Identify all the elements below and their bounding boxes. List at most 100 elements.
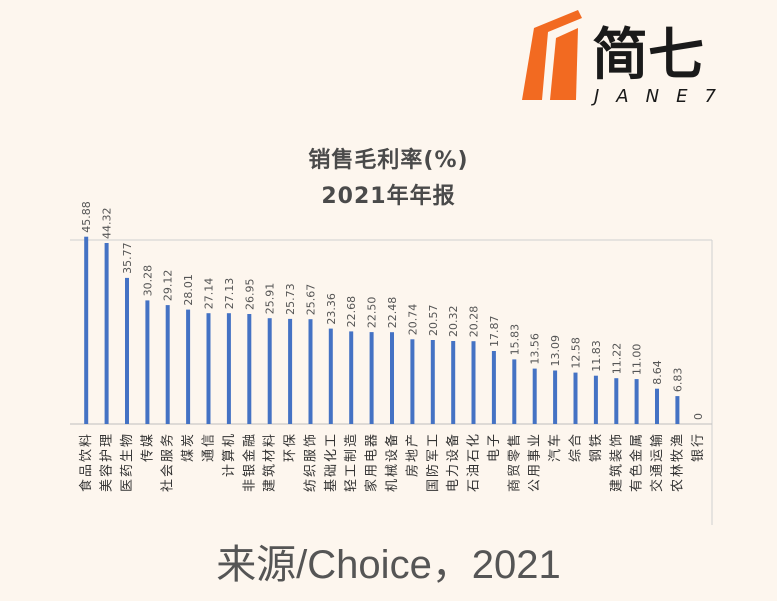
category-label-11: 纺织服饰	[304, 432, 319, 492]
value-label-18: 20.32	[447, 306, 460, 338]
bar-23	[553, 370, 558, 424]
category-label-30: 银行	[691, 432, 706, 462]
value-label-29: 6.83	[671, 368, 684, 393]
bar-18	[451, 341, 456, 424]
category-label-29: 农林牧渔	[670, 432, 685, 492]
value-label-9: 25.91	[264, 283, 277, 315]
category-label-0: 食品饮料	[78, 432, 94, 492]
bar-25	[593, 375, 598, 424]
bar-3	[145, 300, 150, 424]
bar-10	[288, 318, 293, 424]
category-label-7: 计算机	[222, 432, 237, 477]
value-label-6: 27.14	[203, 278, 216, 310]
value-label-7: 27.13	[223, 278, 236, 310]
bar-22	[532, 368, 537, 424]
category-label-1: 美容护理	[99, 432, 115, 492]
category-label-19: 石油石化	[467, 432, 482, 492]
bar-13	[349, 331, 354, 424]
bar-21	[512, 359, 517, 424]
value-label-16: 20.74	[406, 304, 419, 336]
category-label-21: 商贸零售	[506, 432, 522, 492]
value-label-22: 13.56	[529, 333, 542, 365]
logo-text-cn: 简七	[592, 23, 704, 88]
bar-20	[491, 351, 496, 424]
logo-mark-shape-inner	[550, 28, 578, 100]
bar-26	[614, 378, 619, 424]
bar-15	[390, 332, 394, 424]
bar-29	[675, 396, 680, 424]
bar-17	[430, 340, 435, 424]
category-label-20: 电子	[487, 432, 502, 462]
value-label-14: 22.50	[366, 297, 379, 329]
value-label-15: 22.48	[386, 297, 399, 329]
logo-mark-shape	[522, 10, 582, 100]
bar-11	[308, 319, 313, 424]
category-label-10: 环保	[283, 432, 298, 462]
category-label-8: 非银金融	[241, 432, 257, 492]
value-label-27: 11.00	[631, 344, 644, 376]
value-label-13: 22.68	[345, 296, 358, 328]
bar-5	[186, 309, 191, 424]
value-label-0: 45.88	[80, 201, 93, 233]
category-label-15: 机械设备	[384, 432, 400, 492]
bar-24	[573, 372, 578, 424]
value-label-30: 0	[692, 413, 705, 420]
category-label-12: 基础化工	[324, 432, 339, 492]
value-label-20: 17.87	[488, 316, 501, 348]
value-label-25: 11.83	[590, 340, 603, 372]
value-label-24: 12.58	[570, 337, 583, 369]
logo-text-en: JANE7	[591, 86, 733, 107]
bar-14	[369, 332, 374, 424]
value-label-23: 13.09	[549, 335, 562, 367]
category-label-9: 建筑材料	[262, 432, 278, 492]
source-caption: 来源/Choice，2021	[216, 543, 561, 587]
value-label-4: 29.12	[162, 270, 175, 302]
category-label-4: 社会服务	[160, 432, 176, 492]
bar-4	[165, 305, 170, 424]
value-label-12: 23.36	[325, 293, 338, 325]
category-label-22: 公用事业	[528, 432, 543, 492]
value-label-11: 25.67	[305, 284, 318, 316]
chart-subtitle: 2021年年报	[321, 184, 456, 209]
category-label-2: 医药生物	[120, 432, 135, 492]
value-label-28: 8.64	[651, 360, 664, 385]
bar-2	[125, 277, 129, 424]
category-label-16: 房地产	[404, 432, 420, 477]
bar-1	[104, 243, 109, 424]
bar-19	[471, 341, 476, 424]
bar-27	[634, 379, 639, 424]
category-label-5: 煤炭	[181, 432, 196, 462]
bar-12	[328, 328, 333, 424]
brand-logo: 简七 JANE7	[522, 10, 733, 107]
category-label-14: 家用电器	[364, 432, 380, 492]
category-label-26: 建筑装饰	[608, 432, 624, 492]
category-label-6: 通信	[202, 432, 217, 462]
category-label-23: 汽车	[547, 432, 563, 462]
category-label-28: 交通运输	[649, 432, 665, 492]
value-label-10: 25.73	[284, 283, 297, 315]
value-label-21: 15.83	[508, 324, 521, 356]
value-label-26: 11.22	[610, 343, 623, 375]
value-label-3: 30.28	[141, 265, 154, 297]
category-label-3: 传媒	[140, 432, 155, 462]
category-label-25: 钢铁	[589, 432, 604, 462]
category-label-27: 有色金属	[629, 432, 645, 492]
bar-16	[410, 339, 415, 424]
value-label-8: 26.95	[243, 279, 256, 311]
bar-0	[84, 236, 89, 424]
category-label-13: 轻工制造	[344, 432, 359, 492]
bar-9	[267, 318, 272, 424]
bar-8	[247, 314, 252, 424]
bar-28	[655, 388, 659, 424]
category-label-17: 国防军工	[425, 432, 441, 492]
value-label-17: 20.57	[427, 305, 440, 337]
value-label-1: 44.32	[101, 208, 114, 240]
category-label-24: 综合	[569, 432, 584, 462]
chart-title: 销售毛利率(%)	[308, 148, 469, 173]
bar-7	[226, 313, 231, 424]
bar-6	[206, 313, 211, 424]
value-label-5: 28.01	[182, 274, 195, 306]
value-label-19: 20.28	[468, 306, 481, 338]
category-label-18: 电力设备	[445, 432, 461, 492]
